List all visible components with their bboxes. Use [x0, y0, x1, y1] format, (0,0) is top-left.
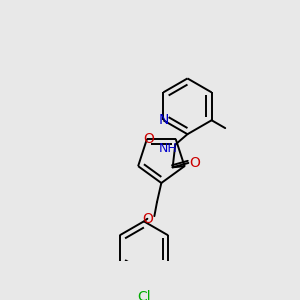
Text: O: O: [189, 156, 200, 170]
Text: O: O: [142, 212, 153, 226]
Text: N: N: [159, 113, 169, 127]
Text: Cl: Cl: [137, 290, 151, 300]
Text: O: O: [143, 132, 154, 146]
Text: NH: NH: [159, 142, 178, 154]
